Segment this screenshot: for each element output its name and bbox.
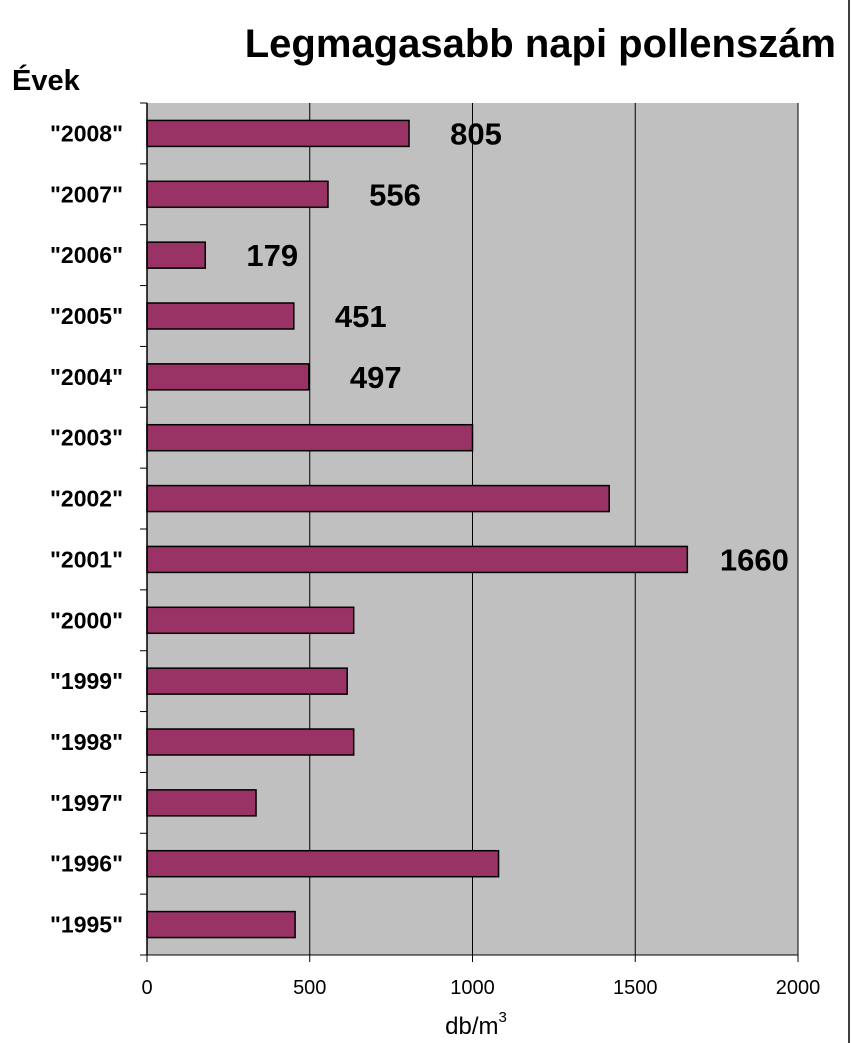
x-tick-label: 1500: [613, 977, 658, 999]
x-tick-label: 2000: [776, 977, 821, 999]
data-label: 497: [350, 360, 402, 395]
category-label: "2006": [50, 242, 123, 268]
category-label: "2001": [50, 546, 123, 572]
x-tick-label: 500: [293, 977, 326, 999]
bar: [146, 302, 295, 330]
bar: [146, 910, 296, 939]
bar: [146, 363, 310, 391]
chart-title: Legmagasabb napi pollenszám: [245, 22, 836, 66]
data-label: 179: [246, 238, 298, 273]
data-labels: 805 556 179 451 497 1660: [246, 116, 788, 577]
data-label: 1660: [720, 542, 789, 577]
bar: [146, 423, 474, 452]
data-label: 451: [335, 299, 387, 334]
data-label: 805: [450, 116, 502, 151]
x-axis-label-superscript: 3: [499, 1009, 507, 1026]
bar: [146, 241, 207, 269]
category-label: "2005": [50, 303, 123, 329]
bars: [146, 119, 689, 939]
x-tick-labels: 0 500 1000 1500 2000: [141, 977, 820, 999]
gridlines: [309, 103, 799, 955]
category-labels: "2008" "2007" "2006" "2005" "2004" "2003" "200…: [50, 120, 123, 937]
bar: [146, 545, 689, 574]
category-label: "1996": [50, 851, 123, 877]
bar: [146, 849, 500, 878]
category-label: "2002": [50, 486, 123, 512]
y-axis-label: Évek: [12, 63, 81, 97]
category-label: "1995": [50, 912, 123, 938]
category-label: "1999": [50, 668, 123, 694]
bar: [146, 606, 355, 635]
bar: [146, 119, 410, 148]
x-tick-label: 0: [141, 977, 152, 999]
axes: [140, 102, 799, 962]
bar: [146, 484, 610, 513]
category-label: "2008": [50, 120, 123, 146]
x-axis-label: db/m3: [445, 1009, 507, 1040]
data-label: 556: [369, 177, 421, 212]
bar: [146, 180, 329, 209]
category-label: "2000": [50, 607, 123, 633]
category-label: "2004": [50, 364, 123, 390]
category-label: "1997": [50, 790, 123, 816]
category-label: "1998": [50, 729, 123, 755]
bar: [146, 728, 355, 756]
bar: [146, 667, 348, 695]
x-tick-label: 1000: [450, 977, 495, 999]
category-label: "2007": [50, 181, 123, 207]
bar: [146, 789, 257, 817]
category-label: "2003": [50, 425, 123, 451]
x-axis-label-base: db/m: [445, 1013, 498, 1040]
